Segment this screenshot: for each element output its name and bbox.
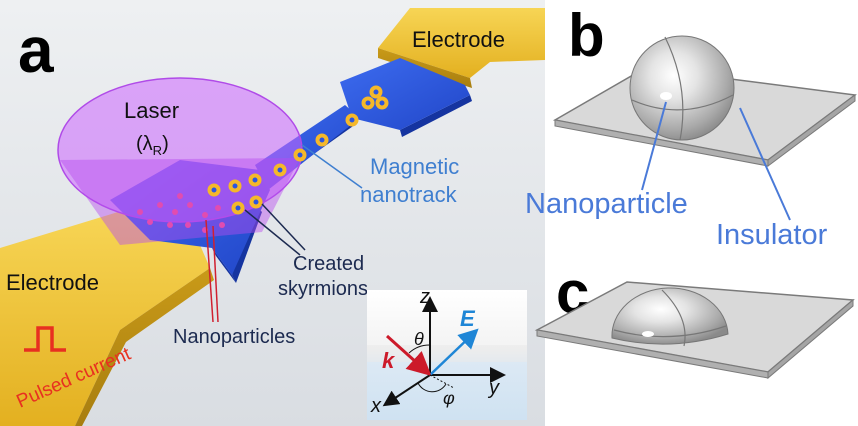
vector-E-label: E: [460, 306, 476, 331]
skyrmion-rings: [207, 85, 389, 215]
coordinate-inset: z θ E k y x φ: [367, 286, 527, 420]
insulator-pointer: [739, 107, 791, 221]
pulse-icon: [24, 326, 66, 352]
electrode-top-label: Electrode: [412, 27, 505, 52]
pointer-lines: [205, 144, 363, 323]
axis-phi-label: φ: [443, 388, 455, 408]
panel-b-letter: b: [568, 2, 605, 69]
nanoparticles-label: Nanoparticles: [173, 326, 295, 348]
panel-b: b Nanoparticle Insulator: [525, 2, 857, 251]
vector-k-label: k: [382, 348, 396, 373]
insulator-label: Insulator: [716, 219, 828, 251]
axis-y-label: y: [487, 377, 500, 399]
magnetic-label-line2: nanotrack: [360, 182, 458, 207]
nanoparticle-hemisphere: [611, 287, 729, 347]
panel-c: c: [534, 259, 855, 380]
magnetic-label-line1: Magnetic: [370, 154, 459, 179]
svg-text:(λR): (λR): [136, 133, 169, 158]
nanoparticle-label: Nanoparticle: [525, 188, 688, 220]
nanoparticle-dots: [137, 193, 225, 233]
electrode-top-pad: [378, 8, 545, 88]
panel-a: a Electrode Electrode Laser (λR) Magneti…: [0, 0, 545, 426]
created-skyrmions-line2: skyrmions: [278, 278, 368, 300]
axis-theta-label: θ: [414, 329, 424, 349]
nanoparticle-pointer: [641, 101, 667, 191]
laser-wavelength-label: (λR): [136, 133, 169, 158]
axis-z-label: z: [419, 286, 430, 308]
nanoparticle-sphere: [629, 35, 735, 141]
created-skyrmions-line1: Created: [293, 253, 364, 275]
axis-x-label: x: [370, 395, 382, 417]
laser-beam-cone: [60, 158, 300, 245]
laser-label: Laser: [124, 98, 179, 123]
electrode-bottom-label: Electrode: [6, 270, 99, 295]
electrode-bottom-pad: [0, 212, 214, 426]
panel-a-letter: a: [18, 14, 54, 86]
